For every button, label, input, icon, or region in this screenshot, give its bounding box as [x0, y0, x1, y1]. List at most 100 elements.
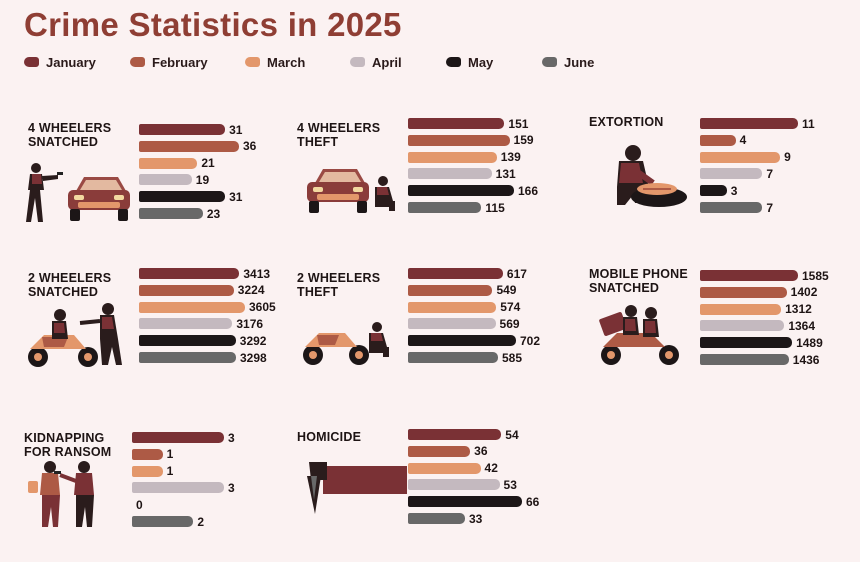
bar-row-january: 11: [700, 116, 815, 131]
bar-row-january: 54: [408, 427, 519, 442]
bar-row-february: 159: [408, 133, 534, 147]
data-label: 36: [243, 139, 257, 154]
legend-swatch: [24, 57, 39, 67]
legend-item-march: March: [245, 53, 305, 71]
data-label: 3224: [237, 283, 265, 298]
bar-march: [139, 301, 245, 313]
legend-swatch: [350, 57, 365, 67]
panel-title: 2 WHEELERS SNATCHED: [28, 271, 112, 299]
data-label: 33: [469, 511, 483, 526]
data-label: 151: [508, 116, 529, 131]
bar-row-february: 3224: [139, 283, 265, 298]
panel-title: 4 WHEELERS SNATCHED: [28, 121, 112, 149]
bar-row-april: 569: [408, 317, 520, 331]
panel-title: 4 WHEELERS THEFT: [297, 121, 381, 149]
panel-4-wheelers-snatched: 4 WHEELERS SNATCHED 31 36 21 19 31 23: [26, 121, 288, 231]
bar-row-june: 7: [700, 201, 773, 215]
car-snatching-illustration: [26, 163, 130, 222]
legend-label: March: [267, 54, 306, 70]
bar-february: [700, 134, 736, 146]
legend-swatch: [446, 57, 461, 67]
bar-row-february: 1: [132, 447, 173, 461]
bar-row-march: 1: [132, 464, 173, 478]
bar-march: [132, 465, 163, 477]
data-label: 9: [784, 150, 791, 165]
bar-june: [408, 513, 465, 524]
phone-snatching-illustration: [599, 305, 679, 365]
bar-march: [408, 301, 497, 313]
bar-may: [700, 337, 793, 349]
bar-march: [408, 151, 497, 163]
data-label: 3413: [243, 266, 271, 281]
bar-row-may: 66: [408, 494, 540, 509]
bar-row-may: 166: [408, 184, 538, 198]
legend-item-april: April: [350, 53, 402, 71]
bar-row-march: 139: [408, 150, 521, 164]
bar-row-june: 115: [408, 201, 505, 215]
bar-march: [408, 462, 481, 474]
bar-row-february: 36: [408, 444, 488, 458]
panel-title: EXTORTION: [589, 115, 664, 129]
panel-title: MOBILE PHONE SNATCHED: [589, 267, 688, 295]
data-label: 66: [526, 494, 540, 509]
legend-item-june: June: [542, 53, 594, 71]
bar-april: [700, 320, 785, 332]
bar-row-march: 3605: [139, 300, 276, 314]
legend-label: May: [468, 54, 494, 70]
legend: January February March April May June: [24, 53, 624, 71]
bar-row-february: 549: [408, 283, 516, 297]
bar-row-april: 3176: [139, 316, 264, 331]
panel-2-wheelers-theft: 2 WHEELERS THEFT 617 549 574 569 702 585: [297, 267, 557, 381]
data-label: 2: [197, 514, 205, 529]
bar-row-may: 1489: [700, 336, 823, 350]
data-label: 702: [520, 333, 541, 348]
bar-february: [139, 140, 239, 152]
bar-row-march: 9: [700, 150, 791, 165]
bar-row-january: 3413: [139, 266, 271, 281]
bar-row-january: 617: [408, 267, 527, 281]
bar-row-february: 1402: [700, 285, 817, 299]
data-label: 42: [484, 461, 498, 476]
bar-row-june: 3298: [139, 351, 267, 365]
bar-row-january: 151: [408, 116, 529, 131]
bar-row-february: 4: [700, 133, 747, 148]
bar-april: [132, 482, 224, 494]
bar-row-april: 3: [132, 481, 235, 495]
data-label: 21: [201, 156, 215, 171]
bar-april: [408, 168, 492, 180]
data-label: 54: [505, 427, 519, 442]
kidnapping-illustration: [28, 461, 94, 527]
data-label: 31: [229, 122, 243, 137]
bar-april: [139, 174, 192, 186]
car-theft-illustration: [307, 169, 395, 213]
data-label: 19: [195, 172, 210, 187]
legend-swatch: [245, 57, 260, 67]
panel-mobile-phone-snatched: MOBILE PHONE SNATCHED 1585 1402 1312 1364 14…: [589, 267, 849, 377]
bar-june: [408, 202, 482, 213]
bar-february: [408, 284, 493, 296]
data-label: 1436: [792, 352, 820, 367]
bar-may: [408, 496, 522, 508]
panel-title: KIDNAPPING FOR RANSOM: [24, 431, 112, 459]
bar-february: [132, 448, 163, 460]
bar-june: [700, 202, 763, 213]
bar-april: [139, 318, 233, 330]
bar-row-march: 42: [408, 461, 498, 476]
data-label: 0: [136, 497, 143, 512]
bar-row-april: 53: [408, 478, 517, 492]
bar-january: [700, 118, 798, 129]
bar-march: [139, 157, 198, 169]
bar-january: [132, 432, 224, 443]
bar-january: [700, 270, 798, 281]
data-label: 11: [802, 116, 815, 131]
bar-may: [408, 185, 514, 197]
panel-title: 2 WHEELERS THEFT: [297, 271, 381, 299]
panel-extortion: EXTORTION 11 4 9 7 3 7: [589, 115, 849, 225]
data-label: 4: [739, 133, 747, 148]
bike-theft-illustration: [303, 322, 389, 365]
data-label: 3176: [236, 316, 264, 331]
panel-homicide: HOMICIDE 54 36 42 53 66 33: [297, 427, 557, 540]
data-label: 31: [229, 189, 243, 204]
panel-title: HOMICIDE: [297, 430, 362, 444]
bar-row-june: 23: [139, 207, 220, 221]
